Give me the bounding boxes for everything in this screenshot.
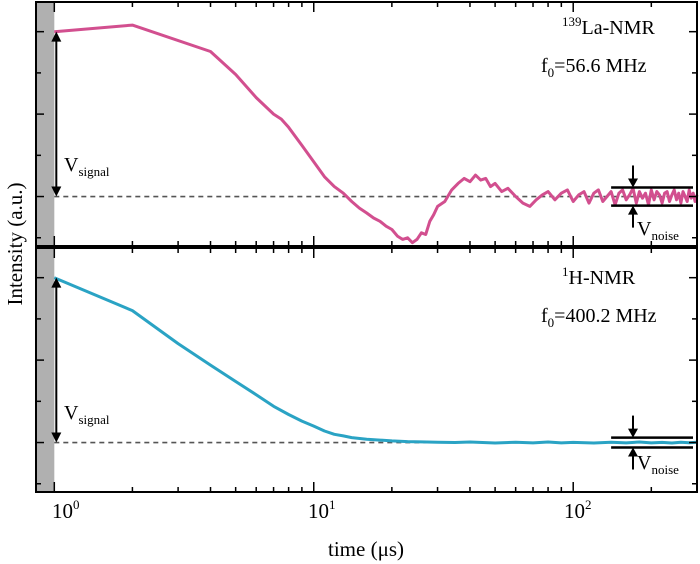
vsignal-arrowhead-bottom — [51, 186, 62, 197]
h-freq-value: =400.2 MHz — [554, 305, 657, 327]
vsignal-arrowhead-top — [51, 31, 62, 42]
h-freq-prefix: f — [541, 305, 548, 327]
x-axis-label: time (μs) — [328, 537, 404, 561]
h-nucleus-name: H-NMR — [569, 267, 636, 289]
x-tick-label-1: 100 — [52, 497, 80, 523]
la-frequency: f0=56.6 MHz — [541, 55, 647, 80]
top-vsignal-sub: signal — [78, 164, 109, 179]
la-nmr-series-line — [54, 23, 699, 245]
vnoise-arrowhead-up — [628, 205, 639, 215]
bottom-vnoise-main: V — [637, 452, 652, 474]
h-annotation: 1H-NMR — [562, 264, 636, 289]
bottom-panel-frame — [35, 247, 698, 493]
bottom-vsignal-main: V — [64, 402, 79, 424]
vnoise-arrowhead-down — [628, 178, 639, 188]
la-nucleus-name: La-NMR — [582, 17, 656, 39]
bottom-vnoise-label: Vnoise — [637, 452, 679, 477]
vsignal-arrowhead-top — [51, 277, 62, 288]
x-tick-10-base: 10 — [308, 499, 329, 523]
top-panel-frame — [35, 1, 698, 247]
x-tick-1-base: 10 — [52, 499, 73, 523]
la-annotation: 139La-NMR — [562, 14, 655, 39]
h-isotope-sup: 1 — [562, 264, 569, 279]
bottom-vsignal-sub: signal — [78, 412, 109, 427]
bottom-vsignal-label: Vsignal — [64, 402, 110, 427]
bottom-vnoise-sub: noise — [651, 462, 679, 477]
axis-ticks — [36, 2, 698, 492]
deadtime-shading-bottom — [36, 248, 55, 492]
top-vnoise-main: V — [637, 218, 652, 240]
vnoise-arrowhead-down — [628, 428, 639, 438]
la-isotope-sup: 139 — [562, 14, 582, 29]
bottom-panel-markers — [51, 277, 693, 470]
vsignal-arrowhead-bottom — [51, 432, 62, 443]
top-vnoise-sub: noise — [651, 228, 679, 243]
h-nmr-series-line — [53, 276, 698, 445]
top-vsignal-main: V — [64, 154, 79, 176]
la-freq-prefix: f — [541, 55, 548, 77]
top-vnoise-label: Vnoise — [637, 218, 679, 243]
h-frequency: f0=400.2 MHz — [541, 305, 657, 330]
h-freq-sub: 0 — [548, 315, 555, 330]
vnoise-arrowhead-up — [628, 447, 639, 457]
x-tick-label-100: 102 — [564, 497, 592, 523]
y-axis-label: Intensity (a.u.) — [3, 182, 27, 305]
x-tick-1-exp: 0 — [73, 497, 80, 512]
top-panel-markers — [51, 31, 693, 228]
x-tick-100-base: 10 — [564, 499, 585, 523]
x-tick-10-exp: 1 — [329, 497, 336, 512]
deadtime-shading-top — [36, 2, 55, 246]
la-freq-value: =56.6 MHz — [554, 55, 647, 77]
la-freq-sub: 0 — [548, 65, 555, 80]
top-vsignal-label: Vsignal — [64, 154, 110, 179]
x-tick-100-exp: 2 — [585, 497, 592, 512]
x-tick-label-10: 101 — [308, 497, 336, 523]
